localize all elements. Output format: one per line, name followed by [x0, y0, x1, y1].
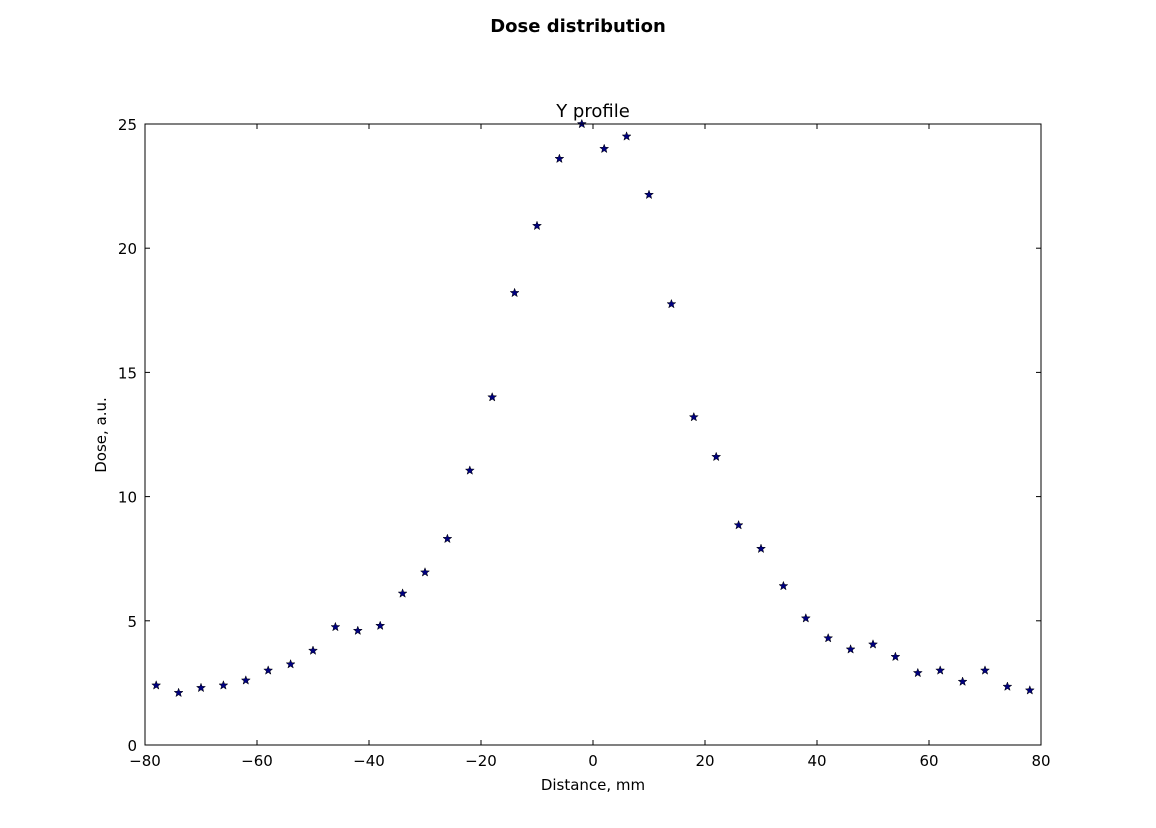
x-tick-label: 0: [588, 752, 598, 770]
plot-frame: [144, 123, 1042, 746]
data-point-star: [935, 665, 946, 675]
data-point-star: [599, 143, 610, 154]
data-point-star: [957, 676, 968, 686]
x-tick-label: −60: [241, 752, 273, 770]
data-point-star: [442, 533, 453, 544]
y-axis-label: Dose, a.u.: [92, 397, 110, 473]
data-point-star: [867, 639, 879, 649]
x-axis-label: Distance, mm: [541, 776, 645, 794]
data-point-star: [688, 411, 699, 422]
data-point-star: [285, 658, 296, 669]
data-point-star: [487, 391, 498, 402]
x-tick-label: −80: [129, 752, 161, 770]
data-point-star: [800, 612, 811, 623]
data-point-star: [554, 153, 565, 164]
data-point-star: [666, 298, 677, 309]
y-tick-labels: 0 5 10 15 20 25: [118, 116, 137, 755]
data-point-star: [778, 580, 789, 591]
figure-suptitle: Dose distribution: [490, 16, 666, 37]
x-tick-label: 80: [1031, 752, 1050, 770]
y-tick-label: 15: [118, 364, 137, 382]
data-point-star: [912, 667, 923, 678]
data-point-star: [195, 682, 207, 693]
data-point-star: [711, 451, 722, 462]
y-tick-label: 20: [118, 240, 137, 258]
plot-area: −80 −60 −40 −20 0 20 40 60 80 0 5 10 15 20 25: [118, 116, 1051, 770]
data-point-star: [621, 131, 632, 141]
x-tick-labels: −80 −60 −40 −20 0 20 40 60 80: [129, 752, 1050, 770]
data-point-star: [330, 621, 341, 632]
axes-title: Y profile: [555, 101, 630, 122]
data-point-star: [1024, 685, 1035, 695]
data-point-star: [240, 675, 251, 685]
x-tick-label: −20: [465, 752, 497, 770]
data-point-star: [307, 645, 319, 655]
data-point-star: [173, 687, 184, 698]
data-point-star: [979, 665, 991, 675]
data-point-star: [755, 543, 767, 554]
x-tick-label: 40: [807, 752, 826, 770]
data-point-star: [375, 620, 386, 631]
x-tick-label: 20: [695, 752, 714, 770]
data-point-star: [509, 287, 520, 298]
x-tick-label: −40: [353, 752, 385, 770]
data-point-star: [823, 632, 834, 643]
x-tick-label: 60: [919, 752, 938, 770]
data-point-star: [890, 651, 901, 662]
data-point-star: [643, 189, 655, 200]
data-point-star: [531, 220, 543, 231]
data-point-star: [352, 625, 363, 636]
data-point-star: [464, 465, 475, 475]
data-point-star: [397, 588, 408, 598]
y-tick-label: 0: [127, 737, 137, 755]
data-point-star: [845, 644, 856, 654]
y-tick-label: 25: [118, 116, 137, 134]
y-tick-label: 10: [118, 489, 137, 507]
data-point-star: [733, 519, 744, 530]
data-point-star: [1002, 681, 1013, 691]
data-points: [151, 118, 1035, 698]
plot-background: [145, 124, 1041, 745]
data-point-star: [419, 567, 431, 577]
data-point-star: [263, 665, 274, 675]
data-point-star: [218, 680, 229, 690]
y-tick-label: 5: [127, 613, 137, 631]
data-point-star: [151, 680, 162, 690]
